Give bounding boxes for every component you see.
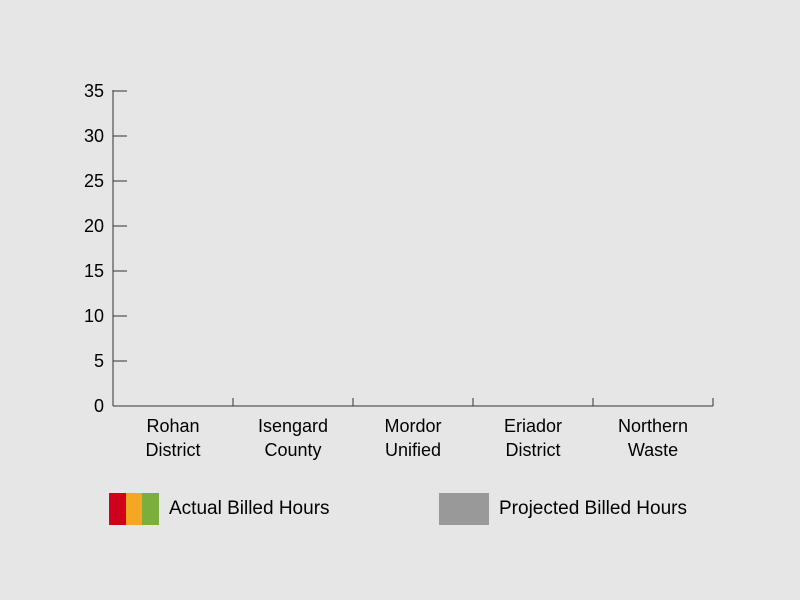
x-tick-label-0: Rohan District xyxy=(146,416,201,460)
y-tick-label-0: 0 xyxy=(94,396,104,416)
legend-swatch-actual xyxy=(109,493,159,525)
legend-swatch-red-segment xyxy=(109,493,126,525)
x-tick-label-3: Eriador District xyxy=(504,416,562,460)
legend-label-projected: Projected Billed Hours xyxy=(499,498,687,519)
y-tick-label-20: 20 xyxy=(84,216,104,236)
legend-item-projected-billed-hours: Projected Billed Hours xyxy=(439,493,687,525)
legend-swatch-green-segment xyxy=(142,493,159,525)
y-tick-label-10: 10 xyxy=(84,306,104,326)
y-tick-label-25: 25 xyxy=(84,171,104,191)
x-tick-label-2: Mordor Unified xyxy=(384,416,441,460)
legend-item-actual-billed-hours: Actual Billed Hours xyxy=(109,493,330,525)
y-tick-label-15: 15 xyxy=(84,261,104,281)
y-tick-label-5: 5 xyxy=(94,351,104,371)
bar-chart: 0 5 10 15 20 25 30 35 Rohan District Isengard Count… xyxy=(84,81,714,460)
y-tick-label-35: 35 xyxy=(84,81,104,101)
legend-swatch-projected xyxy=(439,493,489,525)
ticks-layer: 0 5 10 15 20 25 30 35 Rohan District Isengard Count… xyxy=(84,81,714,460)
x-tick-label-1: Isengard County xyxy=(258,416,328,460)
y-tick-label-30: 30 xyxy=(84,126,104,146)
x-tick-label-4: Northern Waste xyxy=(618,416,688,460)
axes-layer xyxy=(112,90,713,407)
legend-swatch-orange-segment xyxy=(125,493,143,525)
legend-label-actual: Actual Billed Hours xyxy=(169,498,330,519)
